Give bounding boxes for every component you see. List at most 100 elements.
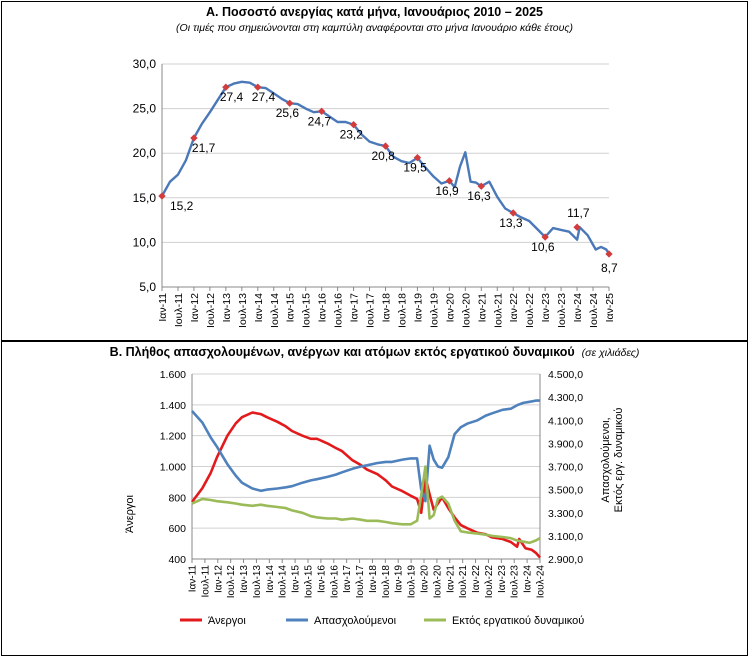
x-tick-label: Ιουλ-15 xyxy=(304,565,315,599)
data-label: 25,6 xyxy=(276,106,300,120)
panel-a-subtitle: (Οι τιμές που σημειώνονται στη καμπύλη α… xyxy=(176,22,573,34)
data-labels: 15,221,727,4 27,425,624,723,220,819,516,9… xyxy=(170,90,618,275)
x-tick-label: Ιαν-15 xyxy=(291,565,302,593)
x-tick-label: Ιουλ-23 xyxy=(510,565,521,599)
unemployment-rate-line xyxy=(160,80,611,255)
january-markers xyxy=(158,83,613,258)
x-tick-label: Ιουλ-14 xyxy=(269,293,281,328)
x-tick-label: Ιουλ-16 xyxy=(333,293,345,328)
x-tick-label: Ιαν-12 xyxy=(189,293,201,323)
y-right-tick-label: 3.500,0 xyxy=(548,485,583,497)
data-label: 21,7 xyxy=(192,141,216,155)
x-tick-label: Ιουλ-13 xyxy=(252,565,263,599)
x-tick-label: Ιουλ-22 xyxy=(484,565,495,599)
unemployment-rate-panel: Α. Ποσοστό ανεργίας κατά μήνα, Ιανουάριο… xyxy=(1,1,748,341)
x-tick-label: Ιαν-17 xyxy=(342,565,353,593)
panel-b-title-row: Β. Πλήθος απασχολουμένων, ανέργων και ατ… xyxy=(2,345,747,359)
x-tick-label: Ιαν-20 xyxy=(420,565,431,593)
x-tick-label: Ιαν-18 xyxy=(381,293,393,323)
x-tick-label: Ιαν-22 xyxy=(508,293,520,323)
data-label: 20,8 xyxy=(372,149,396,163)
right-axis-title-line1: Απασχολούμενοι, xyxy=(600,417,612,502)
legend-label: Άνεργοι xyxy=(208,615,246,627)
x-tick-label: Ιουλ-22 xyxy=(524,293,536,328)
x-tick-label: Ιαν-11 xyxy=(157,293,169,322)
data-label: 16,3 xyxy=(467,189,491,203)
data-label: 27,4 xyxy=(252,90,276,104)
panel-b-unit-note: (σε χιλιάδες) xyxy=(581,347,640,359)
x-tick-label: Ιαν-19 xyxy=(394,565,405,593)
x-axis-ticks: Ιαν-11 Ιουλ-11 Ιαν-12 Ιουλ-12 Ιαν-13 Ιουλ-13 Ι… xyxy=(157,287,616,328)
x-tick-label: Ιαν-21 xyxy=(476,293,488,323)
y-tick-label: 5,0 xyxy=(139,280,156,294)
data-label: 8,7 xyxy=(601,261,618,275)
january-marker xyxy=(349,120,358,129)
y-left-tick-label: 600 xyxy=(168,523,186,535)
x-tick-label: Ιαν-13 xyxy=(221,293,233,323)
january-marker xyxy=(222,83,230,91)
panel-a-title: Α. Ποσοστό ανεργίας κατά μήνα, Ιανουάριο… xyxy=(206,5,543,19)
series-lines xyxy=(190,399,541,559)
x-tick-label: Ιουλ-23 xyxy=(556,293,568,328)
january-marker xyxy=(158,192,166,200)
labour-force-chart: 400 600 800 1.000 1.200 1.400 1.600 2.900,0 3.1… xyxy=(124,369,625,627)
left-axis-title: Άνεργοι xyxy=(124,495,136,533)
x-tick-label: Ιουλ-18 xyxy=(381,565,392,599)
y-right-axis-ticks: 2.900,0 3.100,0 3.300,0 3.500,0 3.700,0 3.900… xyxy=(548,369,583,566)
employed-line xyxy=(191,399,540,503)
data-label: 23,2 xyxy=(340,128,364,142)
x-tick-label: Ιουλ-20 xyxy=(460,293,472,328)
x-tick-label: Ιουλ-13 xyxy=(237,293,249,328)
inactive-line xyxy=(191,465,541,545)
x-tick-label: Ιουλ-11 xyxy=(173,293,185,327)
x-tick-label: Ιουλ-14 xyxy=(278,565,289,599)
data-label: 27,4 xyxy=(220,90,244,104)
y-tick-label: 10,0 xyxy=(133,235,157,249)
x-tick-label: Ιουλ-12 xyxy=(226,565,237,599)
y-axis-ticks: 5,0 10,0 15,0 20,0 25,0 30,0 xyxy=(133,57,157,294)
y-right-tick-label: 3.900,0 xyxy=(548,438,583,450)
january-marker xyxy=(317,107,326,115)
y-tick-label: 30,0 xyxy=(133,57,157,71)
data-label: 19,5 xyxy=(403,161,427,175)
x-tick-label: Ιουλ-19 xyxy=(428,293,440,328)
x-tick-label: Ιαν-19 xyxy=(412,293,424,323)
y-right-tick-label: 3.300,0 xyxy=(548,508,583,520)
x-tick-label: Ιαν-21 xyxy=(445,565,456,593)
grid-lines xyxy=(161,63,609,288)
x-tick-label: Ιαν-14 xyxy=(253,293,265,323)
x-tick-label: Ιουλ-16 xyxy=(329,565,340,599)
x-tick-label: Ιαν-17 xyxy=(349,293,361,323)
x-tick-label: Ιαν-20 xyxy=(444,293,456,323)
x-tick-label: Ιαν-23 xyxy=(540,293,552,323)
y-right-tick-label: 4.500,0 xyxy=(548,369,583,381)
unemployment-rate-chart: 5,010,015,020,025,030,0 Ιαν-11 Ιουλ-11 Ιαν… xyxy=(133,57,618,328)
y-right-tick-label: 4.300,0 xyxy=(548,392,583,404)
x-tick-label: Ιουλ-17 xyxy=(355,565,366,599)
x-tick-label: Ιουλ-20 xyxy=(432,565,443,599)
y-left-tick-label: 1.200 xyxy=(160,431,186,443)
y-left-tick-label: 1.600 xyxy=(160,369,186,381)
x-tick-label: Ιουλ-12 xyxy=(205,293,217,328)
series-line xyxy=(160,80,611,255)
y-left-tick-label: 800 xyxy=(168,492,186,504)
y-left-axis-ticks: 400 600 800 1.000 1.200 1.400 1.600 xyxy=(160,369,186,566)
x-tick-label: Ιαν-25 xyxy=(604,293,616,323)
x-tick-label: Ιαν-16 xyxy=(317,293,329,323)
y-left-tick-label: 400 xyxy=(168,554,186,566)
data-label: 16,9 xyxy=(435,184,459,198)
x-tick-label: Ιαν-13 xyxy=(239,565,250,593)
y-right-tick-label: 3.100,0 xyxy=(548,531,583,543)
legend-label: Εκτός εργατικού δυναμικού xyxy=(452,615,584,627)
unemployed-line xyxy=(190,411,541,559)
x-tick-label: Ιαν-23 xyxy=(497,565,508,593)
data-label: 13,3 xyxy=(499,216,523,230)
x-axis-ticks: Ιαν-11 Ιουλ-11 Ιαν-12 Ιουλ-12 Ιαν-13 Ιουλ-13 Ι… xyxy=(188,559,547,598)
data-label: 10,6 xyxy=(531,240,555,254)
y-tick-label: 20,0 xyxy=(133,146,157,160)
x-tick-label: Ιουλ-21 xyxy=(492,293,504,328)
x-tick-label: Ιαν-24 xyxy=(523,565,534,593)
x-tick-label: Ιαν-11 xyxy=(188,565,199,593)
data-label: 11,7 xyxy=(567,206,590,220)
x-tick-label: Ιουλ-21 xyxy=(458,565,469,599)
